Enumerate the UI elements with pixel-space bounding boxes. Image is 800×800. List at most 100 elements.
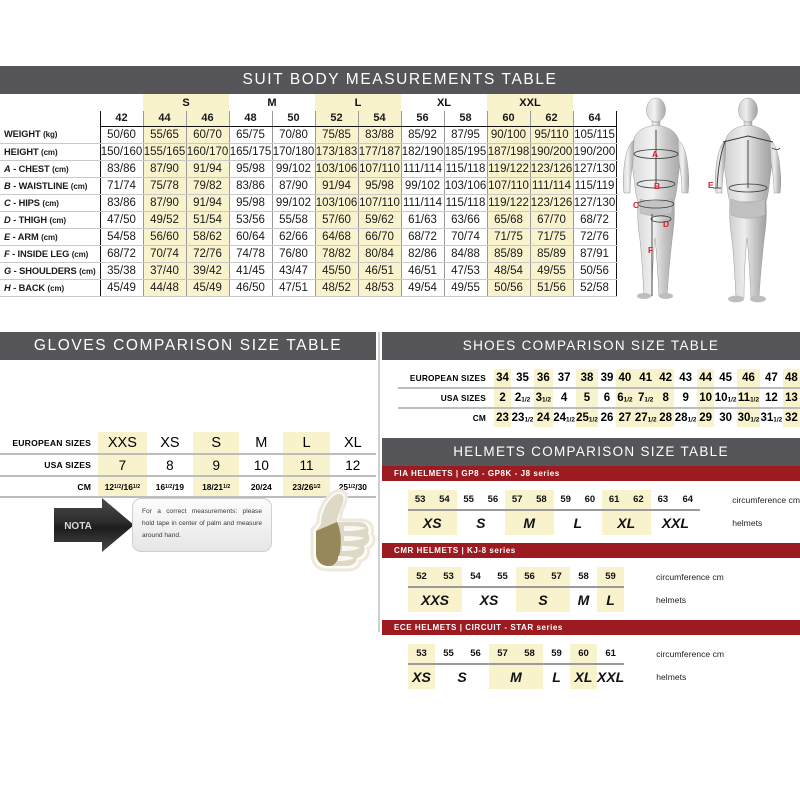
- gloves-note: NOTA For a correct measurements: please …: [52, 480, 376, 572]
- suit-cell: 47/53: [444, 262, 488, 280]
- suit-row-label-height: HEIGHT (cm): [0, 143, 100, 161]
- suit-cell: 165/175: [229, 143, 273, 161]
- suit-cell: 83/88: [358, 126, 402, 144]
- shoes-eu-size: 35: [516, 372, 529, 384]
- helmet-size-table: 52 53 54 55 56 57 58 59 circumference cm XXS XS S M L…: [408, 567, 724, 612]
- suit-cell: 107/110: [487, 177, 531, 195]
- helmet-size-note: helmets: [656, 672, 687, 682]
- helmet-circumference: 53: [435, 567, 462, 586]
- helmet-size-xs: XS: [479, 592, 499, 608]
- suit-cell: 65/75: [229, 126, 273, 144]
- helmet-size-l: L: [597, 588, 624, 612]
- suit-cell: 75/85: [315, 126, 359, 144]
- suit-cell: 70/80: [272, 126, 316, 144]
- suit-cell: 67/70: [530, 211, 574, 229]
- helmet-circumference: 64: [682, 494, 694, 505]
- shoes-usa-size: 111/2: [737, 389, 760, 407]
- suit-cell: 72/76: [573, 228, 617, 246]
- helmet-circumference: 59: [551, 648, 562, 659]
- suit-cell: 87/95: [444, 126, 488, 144]
- helmet-circumference: 55: [497, 571, 508, 582]
- shoes-usa-size: 71/2: [634, 389, 658, 407]
- suit-size-group-none: [100, 94, 143, 111]
- rule: [408, 509, 800, 511]
- gloves-section: GLOVES COMPARISON SIZE TABLE EUROPEAN SI…: [0, 332, 376, 632]
- rule: [398, 407, 800, 409]
- helmets-section-title: HELMETS COMPARISON SIZE TABLE: [382, 438, 800, 466]
- suit-cell: 85/92: [401, 126, 445, 144]
- nota-badge-label: NOTA: [64, 521, 92, 532]
- suit-cell: 95/110: [530, 126, 574, 144]
- suit-cell: 103/106: [315, 194, 359, 212]
- helmet-size-table: 53 55 56 57 58 59 60 61 circumference cm XS S M L XL X…: [408, 644, 724, 689]
- gloves-eu-size: M: [255, 434, 268, 451]
- suit-cell: 49/55: [530, 262, 574, 280]
- suit-row-label-arm: E - ARM (cm): [0, 228, 100, 246]
- suit-cell: 99/102: [401, 177, 445, 195]
- shoes-eu-size: 43: [679, 372, 693, 384]
- helmet-circumference: 57: [489, 644, 516, 663]
- helmet-circumference: 56: [487, 494, 499, 505]
- suit-row-label-hips: C - HIPS (cm): [0, 194, 100, 212]
- helmet-circumference-note: circumference cm: [656, 571, 724, 582]
- suit-row-label-waistline: B - WAISTLINE (cm): [0, 177, 100, 195]
- helmet-circumference: 54: [470, 571, 481, 582]
- suit-row-label-thigh: D - THIGH (cm): [0, 211, 100, 229]
- table-row: A - CHEST (cm) 83/86 87/90 91/94 95/98 99/102…: [0, 160, 617, 178]
- suit-cell: 49/55: [444, 279, 488, 297]
- suit-cell: 173/183: [315, 143, 359, 161]
- suit-cell: 87/91: [573, 245, 617, 263]
- suit-cell: 85/89: [487, 245, 531, 263]
- suit-row-label-inside-leg: F - INSIDE LEG (cm): [0, 245, 100, 263]
- gloves-usa-size: 8: [166, 457, 174, 473]
- suit-cell: 115/118: [444, 194, 488, 212]
- suit-cell: 54/58: [99, 228, 144, 246]
- shoes-usa-size: 8: [657, 389, 675, 407]
- shoes-eu-size: 41: [634, 369, 658, 387]
- suit-cell: 91/94: [186, 194, 230, 212]
- suit-cell: 63/66: [444, 211, 488, 229]
- suit-cell: 155/165: [143, 143, 187, 161]
- suit-cell: 46/51: [401, 262, 445, 280]
- helmet-circumference: 58: [516, 644, 543, 663]
- suit-cell: 46/50: [229, 279, 273, 297]
- suit-cell: 127/130: [573, 194, 617, 212]
- rule: [408, 663, 724, 665]
- shoes-section: SHOES COMPARISON SIZE TABLE EUROPEAN SIZ…: [382, 332, 800, 438]
- shoes-cm: 29: [697, 409, 715, 427]
- shoes-row-label: EUROPEAN SIZES: [409, 373, 486, 383]
- table-row: WEIGHT (kg) 50/60 55/65 60/70 65/75 70/80 75/8…: [0, 126, 617, 144]
- shoes-cm: 24: [533, 409, 553, 427]
- suit-cell: 95/98: [358, 177, 402, 195]
- suit-cell: 51/54: [186, 211, 230, 229]
- shoes-usa-size: 6: [603, 392, 611, 404]
- shoes-eu-size: 40: [615, 369, 635, 387]
- shoes-usa-size: 2: [494, 389, 512, 407]
- table-row: 53 55 56 57 58 59 60 61 circumference cm: [408, 644, 724, 663]
- suit-cell: 107/110: [358, 160, 402, 178]
- suit-cell: 60/70: [186, 126, 230, 144]
- shoes-usa-size: 5: [575, 389, 599, 407]
- suit-cell: 70/74: [143, 245, 187, 263]
- suit-cell: 51/56: [530, 279, 574, 297]
- gloves-eu-size: XXS: [98, 432, 147, 453]
- suit-cell: 99/102: [272, 160, 316, 178]
- suit-cell: 47/51: [272, 279, 316, 297]
- table-row: H - BACK (cm) 45/49 44/48 45/49 46/50 47/51 48…: [0, 279, 617, 297]
- suit-cell: 119/122: [487, 160, 531, 178]
- gloves-usa-size: 11: [283, 455, 330, 475]
- suit-cell: 95/98: [229, 160, 273, 178]
- suit-cell: 48/53: [358, 279, 402, 297]
- nota-text: For a correct measurements: please hold …: [132, 498, 272, 552]
- shoes-cm: 241/2: [553, 412, 575, 424]
- suit-cell: 127/130: [573, 160, 617, 178]
- gloves-eu-size: L: [283, 432, 330, 453]
- helmet-size-table: 53 54 55 56 57 58 59 60 61 62 63 64 circumference cm…: [408, 490, 800, 535]
- shoes-usa-size: 101/2: [714, 392, 737, 404]
- shoes-section-title: SHOES COMPARISON SIZE TABLE: [382, 332, 800, 360]
- suit-cell: 85/89: [530, 245, 574, 263]
- gloves-section-title: GLOVES COMPARISON SIZE TABLE: [0, 332, 376, 360]
- suit-table-container: S M L XL XXL 42 44 46 48 50 52 54 56 58 60 62 64 WEIGHT (…: [0, 94, 617, 297]
- suit-cell: 46/51: [358, 262, 402, 280]
- suit-cell: 64/68: [315, 228, 359, 246]
